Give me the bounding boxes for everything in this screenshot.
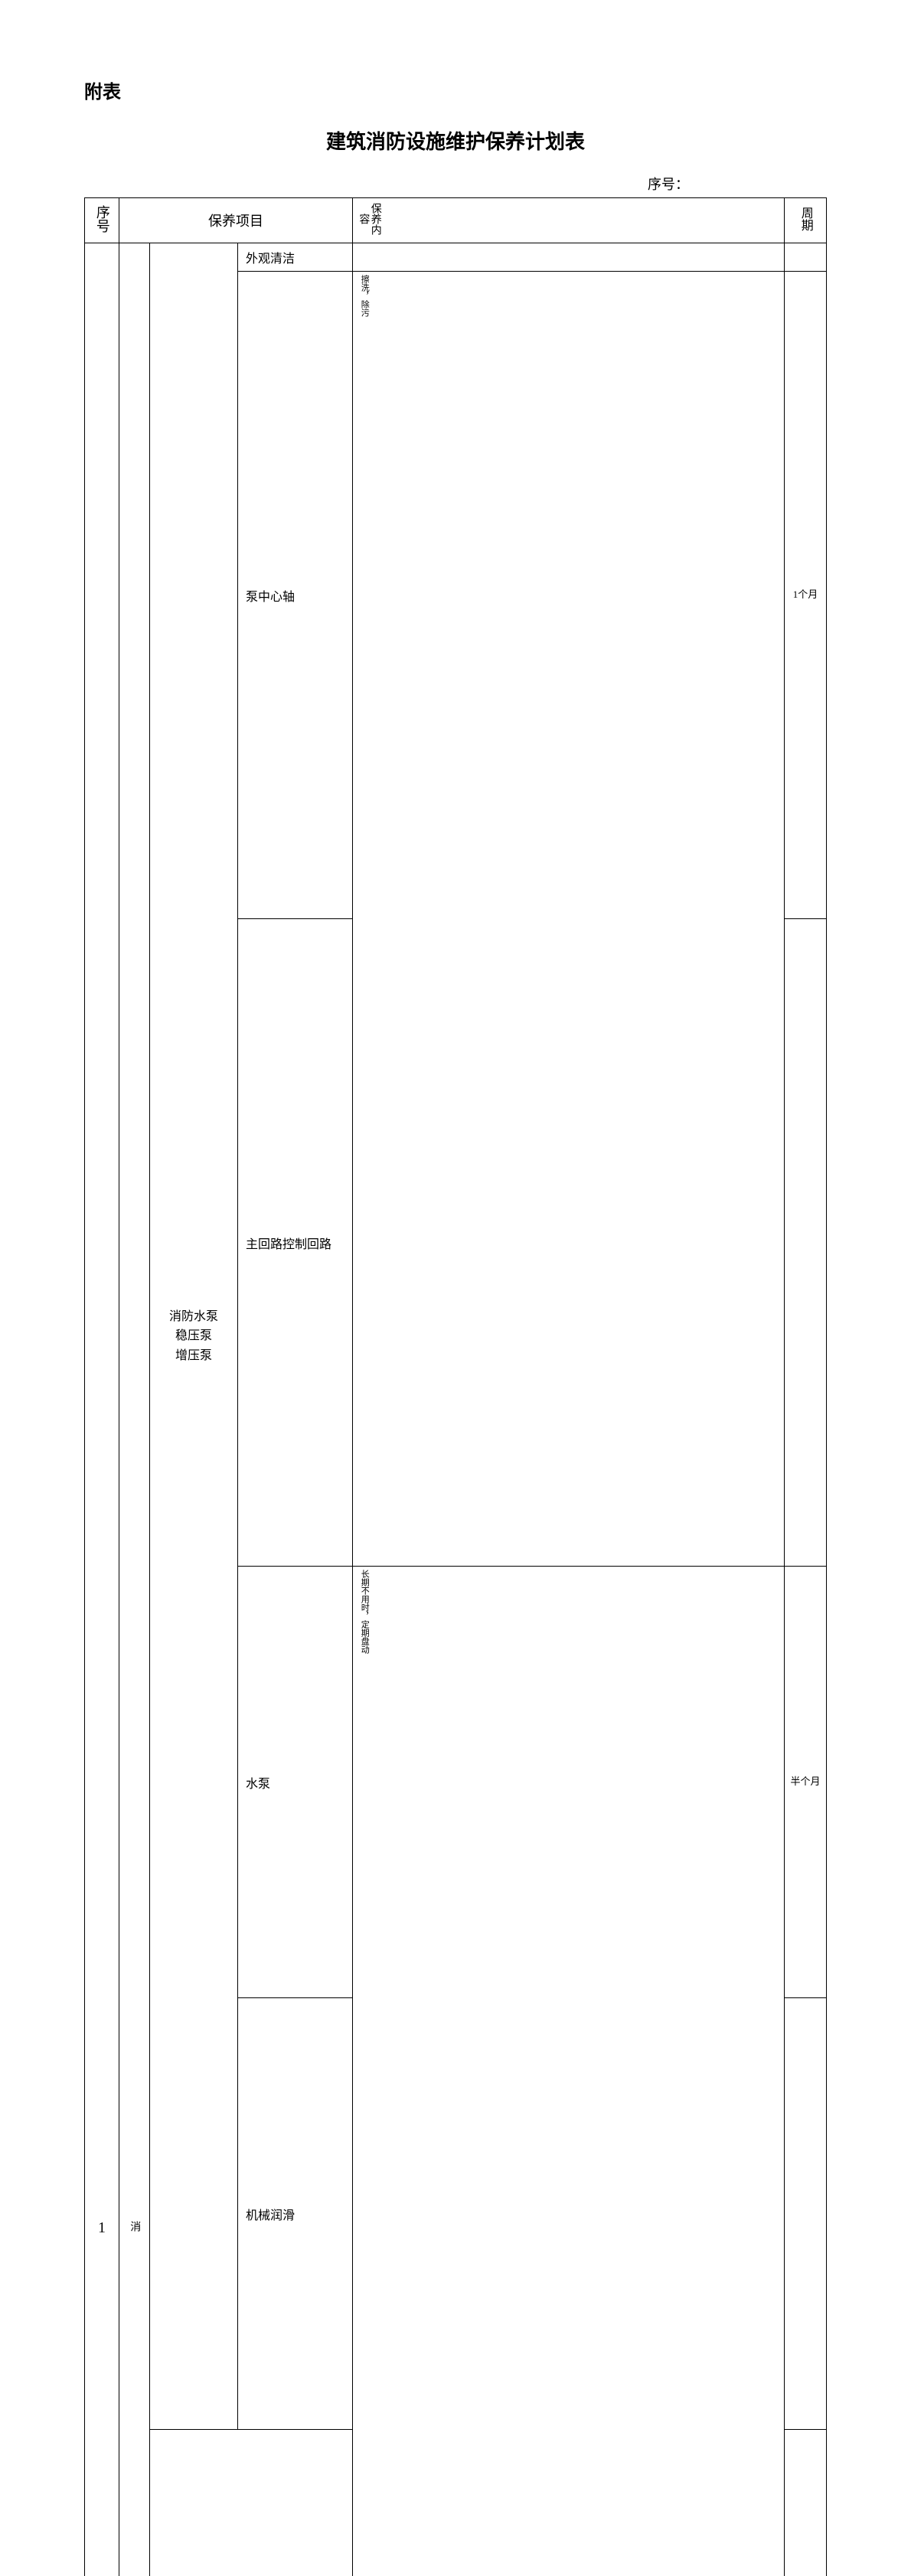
th-item: 保养项目 [119,198,353,243]
system-cell: 消 [119,243,150,2576]
item-cell: 主回路控制回路 [238,919,353,1567]
page-title: 建筑消防设施维护保养计划表 [84,126,827,155]
period-cell: 半年 [785,2430,827,2576]
table-row: 1 消 消防水泵 稳压泵 增压泵 外观清洁 [85,243,827,272]
content-cell [353,243,785,272]
th-period: 周期 [785,198,827,243]
th-content: 保养内容 [353,198,785,243]
item-cell: 室内管道 [150,2430,353,2576]
th-seq: 序号 [85,198,119,243]
serial-number-label: 序号： [84,174,827,194]
period-cell [785,919,827,1567]
period-cell [785,243,827,272]
table-header-row: 序号 保养项目 保养内容 周期 [85,198,827,243]
content-cell: 擦洗，除污 [353,272,785,1567]
item-cell: 机械润滑 [238,1998,353,2430]
seq-cell: 1 [85,243,119,2576]
period-cell: 1个月 [785,272,827,919]
item-cell: 水泵 [238,1567,353,1998]
item-cell: 外观清洁 [238,243,353,272]
period-cell [785,1998,827,2430]
content-cell: 长期不用时，定期盘动 [353,1567,785,2576]
period-cell: 半个月 [785,1567,827,1998]
appendix-label: 附表 [84,77,827,103]
maintenance-table: 序号 保养项目 保养内容 周期 1 消 消防水泵 稳压泵 增压泵 外观清洁 泵中… [84,197,827,2576]
pump-group: 消防水泵 稳压泵 增压泵 [150,243,238,2430]
item-cell: 泵中心轴 [238,272,353,919]
